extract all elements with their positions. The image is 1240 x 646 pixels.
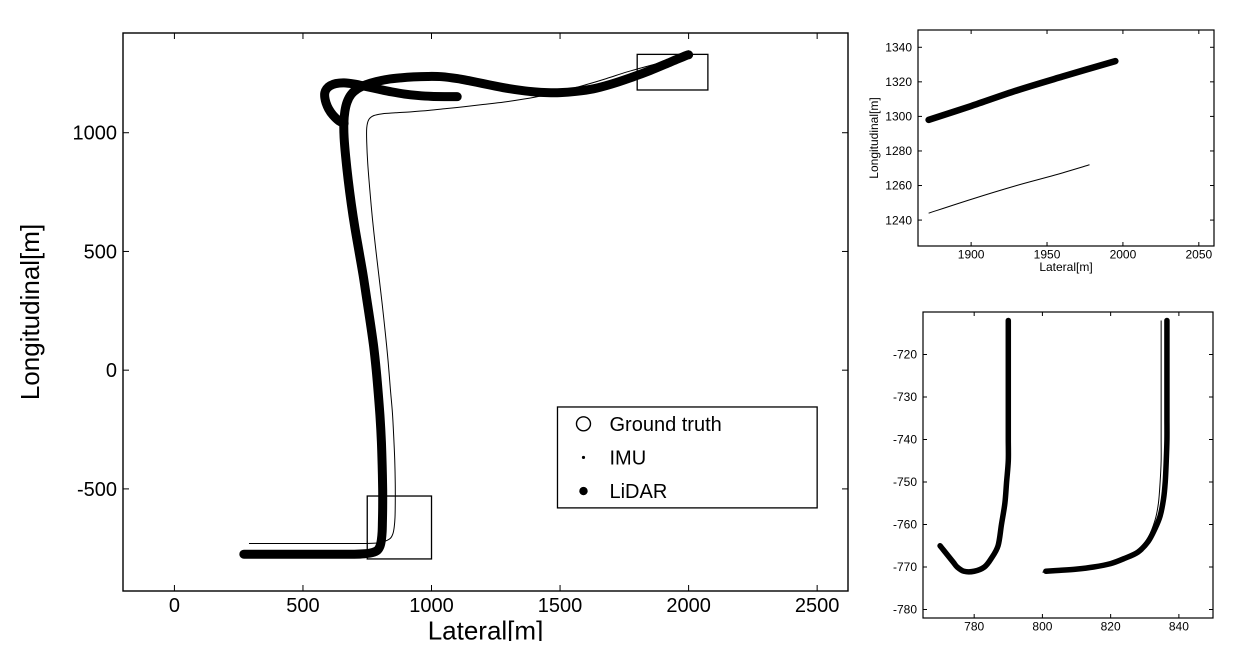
ytick-label: -740 — [893, 433, 917, 447]
xtick-label: 2000 — [666, 595, 711, 617]
xtick-label: 1000 — [409, 595, 454, 617]
xtick-label: 1500 — [538, 595, 583, 617]
axes-frame — [918, 30, 1214, 246]
xtick-label: 840 — [1169, 620, 1189, 634]
xtick-label: 2000 — [1110, 248, 1137, 262]
inset-b-right-thin — [1042, 321, 1161, 573]
xtick-label: 780 — [964, 620, 984, 634]
ytick-label: 0 — [106, 360, 117, 382]
legend: Ground truth IMU LiDAR — [557, 407, 817, 508]
ytick-label: 500 — [84, 241, 117, 263]
xtick-label: 1900 — [958, 248, 985, 262]
xtick-label: 800 — [1032, 620, 1052, 634]
inset-b-plot — [940, 321, 1167, 573]
ytick-label: 1340 — [885, 40, 912, 54]
ylabel: Longitudinal[m] — [867, 97, 881, 178]
ytick-label: -730 — [893, 390, 917, 404]
xtick-label: 2500 — [795, 595, 840, 617]
ytick-label: -780 — [893, 603, 917, 617]
ytick-label: 1000 — [73, 123, 118, 145]
ylabel: Longitudinal[m] — [15, 224, 45, 400]
inset-b-left-thick — [940, 321, 1008, 572]
xtick-label: 0 — [169, 595, 180, 617]
inset-b-right-thick — [1046, 321, 1167, 572]
figure-root: 05001000150020002500-50005001000Lateral[… — [0, 0, 1240, 641]
legend-label: LiDAR — [609, 481, 667, 503]
ytick-label: 1320 — [885, 75, 912, 89]
xlabel: Lateral[m] — [428, 615, 544, 641]
ytick-label: 1260 — [885, 179, 912, 193]
ytick-label: -720 — [893, 348, 917, 362]
ytick-label: -770 — [893, 560, 917, 574]
inset-a-plot — [929, 61, 1116, 213]
ytick-label: -760 — [893, 518, 917, 532]
inset-a-series-thin — [929, 165, 1090, 213]
xtick-label: 500 — [286, 595, 319, 617]
legend-marker-bigdot — [579, 487, 587, 495]
main-axes-group: 05001000150020002500-50005001000Lateral[… — [15, 33, 848, 641]
legend-label: IMU — [609, 447, 646, 469]
inset-b-group: 780 800 820 840 -780 -770 -760 -750 -740 -730 -720 — [893, 312, 1213, 634]
figure-svg: 05001000150020002500-50005001000Lateral[… — [0, 0, 1240, 641]
ytick-label: 1300 — [885, 110, 912, 124]
inset-a-group: 1900195020002050124012601280130013201340… — [867, 30, 1214, 274]
inset-a-series-thick — [929, 61, 1116, 120]
ytick-label: -750 — [893, 475, 917, 489]
xlabel: Lateral[m] — [1039, 260, 1092, 274]
ytick-label: 1240 — [885, 213, 912, 227]
legend-marker-dot — [582, 456, 585, 459]
ytick-label: 1280 — [885, 144, 912, 158]
xtick-label: 2050 — [1185, 248, 1212, 262]
xtick-label: 820 — [1101, 620, 1121, 634]
legend-label: Ground truth — [609, 414, 721, 436]
ytick-label: -500 — [77, 479, 117, 501]
